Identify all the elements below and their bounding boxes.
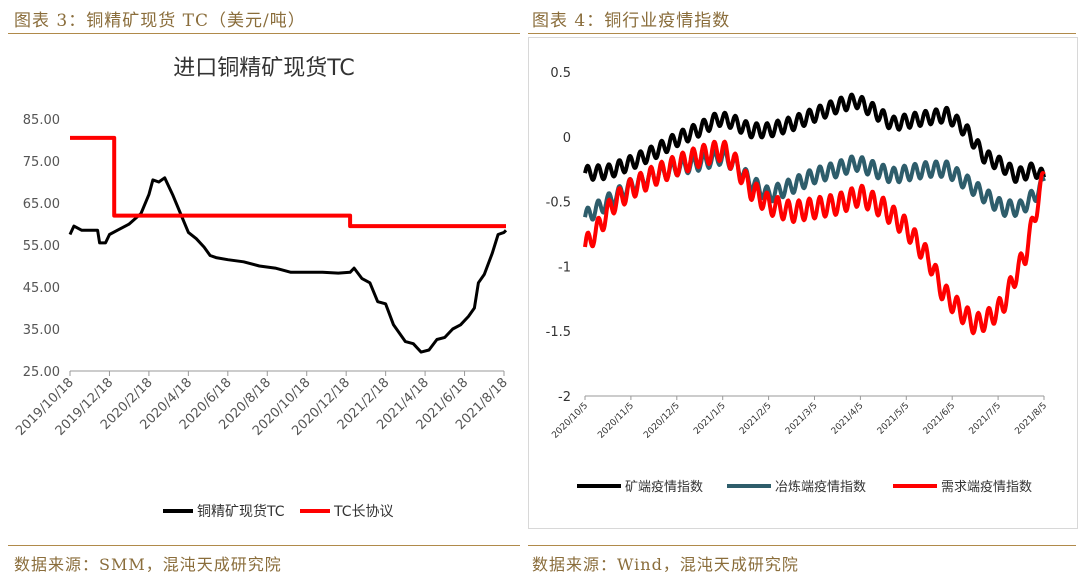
x-tick-label: 2021/6/5 (922, 401, 958, 437)
left-top-rule (8, 33, 520, 34)
y-tick-label: 0 (563, 131, 571, 146)
left-caption: 图表 3：铜精矿现货 TC（美元/吨） (14, 11, 306, 31)
right-chart-panel: 0.5 0 -0.5 -1 -1.5 -2 2020/10/5 2020/11/5 2020/1… (528, 37, 1078, 529)
series-line-item-1 (70, 135, 506, 229)
x-tick-label: 2021/3/5 (784, 401, 820, 437)
x-tick-label: 2020/12/5 (642, 401, 682, 441)
x-tick-label: 2021/5/5 (876, 401, 912, 437)
x-tick-label: 2021/4/5 (830, 401, 866, 437)
x-tick-label: 2021/2/5 (738, 401, 774, 437)
x-tick-label: 2021/8/5 (1013, 401, 1049, 437)
y-tick-label: -0.5 (546, 196, 571, 211)
series-line-item-0 (68, 176, 508, 354)
y-tick-label: 75.00 (23, 155, 60, 170)
y-tick-label: 65.00 (23, 197, 60, 212)
left-source-note: 数据来源：SMM，混沌天成研究院 (14, 555, 282, 574)
legend-label: TC长协议 (333, 504, 394, 520)
chart-title: 进口铜精矿现货TC (173, 56, 355, 81)
x-tick-label: 2020/11/5 (596, 401, 636, 441)
x-tick-label: 2020/10/5 (550, 401, 590, 441)
x-tick-label: 2021/1/5 (692, 401, 728, 437)
y-tick-label: 35.00 (23, 323, 60, 338)
x-tick-label: 2021/7/5 (968, 401, 1004, 437)
right-bottom-rule (528, 545, 1076, 546)
series-line-item-0 (583, 92, 1046, 184)
legend-label: 矿端疫情指数 (625, 479, 703, 495)
y-tick-label: 0.5 (550, 66, 571, 81)
series-line-item-2 (583, 139, 1046, 336)
right-top-rule (528, 33, 1076, 34)
y-tick-label: 55.00 (23, 239, 60, 254)
y-tick-label: 25.00 (23, 365, 60, 380)
spot-tc-chart: 进口铜精矿现货TC 85.00 75.00 65.00 55.00 45.00 35.00… (13, 56, 511, 520)
legend-label: 需求端疫情指数 (941, 479, 1032, 495)
right-caption: 图表 4：铜行业疫情指数 (532, 11, 731, 31)
left-chart-panel: 进口铜精矿现货TC 85.00 75.00 65.00 55.00 45.00 35.00… (8, 37, 520, 540)
right-source-note: 数据来源：Wind，混沌天成研究院 (532, 555, 799, 574)
y-tick-label: -1 (558, 260, 571, 275)
left-bottom-rule (8, 545, 520, 546)
legend-label: 铜精矿现货TC (197, 503, 285, 520)
y-tick-label: -1.5 (546, 325, 571, 340)
y-tick-label: 45.00 (23, 281, 60, 296)
legend-label: 冶炼端疫情指数 (775, 479, 866, 495)
y-tick-label: -2 (558, 390, 571, 405)
y-tick-label: 85.00 (23, 113, 60, 128)
